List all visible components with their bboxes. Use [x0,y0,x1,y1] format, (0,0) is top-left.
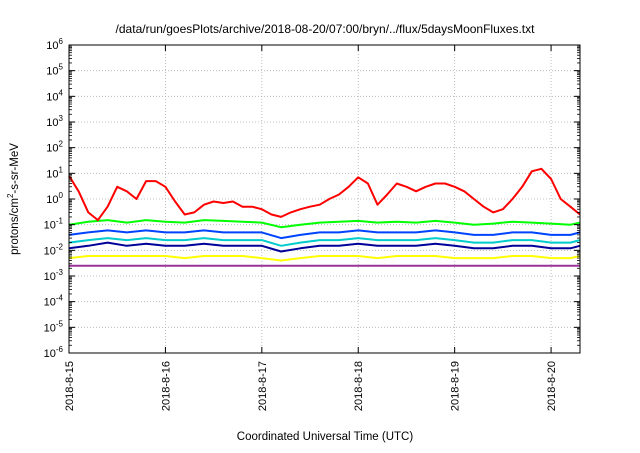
x-tick-label: 2018-8-16 [160,361,172,411]
y-tick-base: 10 [46,194,58,206]
y-tick-exponent: 0 [59,191,64,200]
y-tick-base: 10 [44,297,56,309]
grid [69,45,580,353]
y-tick-label: 102 [46,140,63,155]
y-tick-base: 10 [46,91,58,103]
y-axis-label-suffix: -s-sr-MeV [9,143,21,194]
series-line [68,167,581,222]
y-tick-exponent: 4 [59,88,64,97]
y-axis-label: protons/cm2-s-sr-MeV [6,143,21,255]
y-tick-label: 105 [46,63,63,78]
x-axis: 2018-8-15 2018-8-16 2018-8-17 2018-8-18 2018… [64,45,558,411]
y-tick-exponent: 6 [59,37,64,46]
x-tick-label: 2018-8-15 [64,361,76,411]
y-tick-base: 10 [46,40,58,52]
y-tick-label: 100 [46,191,63,206]
y-tick-label: 106 [46,37,63,52]
y-axis-label-sup: 2 [6,193,15,198]
y-tick-exponent: 2 [59,140,64,149]
y-tick-label: 10-5 [44,319,64,334]
y-tick-base: 10 [44,271,56,283]
x-tick-label: 2018-8-17 [257,361,269,411]
y-tick-base: 10 [44,245,56,257]
y-tick-exponent: -2 [56,242,64,251]
y-tick-exponent: -1 [56,217,64,226]
y-tick-label: 10-6 [44,345,64,360]
x-axis-label: Coordinated Universal Time (UTC) [237,431,414,443]
y-tick-base: 10 [46,168,58,180]
y-tick-base: 10 [46,143,58,155]
y-axis-label-prefix: protons/cm [9,198,21,255]
chart-title: /data/run/goesPlots/archive/2018-08-20/0… [116,22,536,36]
y-tick-label: 10-2 [44,242,64,257]
series-line [68,237,581,247]
series-line [68,241,581,253]
y-tick-label: 103 [46,114,63,129]
y-tick-base: 10 [44,348,56,360]
y-tick-exponent: 5 [59,63,64,72]
y-tick-exponent: -5 [56,319,64,328]
y-tick-label: 10-3 [44,268,64,283]
y-tick-exponent: -3 [56,268,64,277]
plot-area [68,167,581,267]
y-tick-base: 10 [46,66,58,78]
y-tick-exponent: 3 [59,114,64,123]
y-tick-label: 104 [46,88,63,103]
y-tick-exponent: -4 [56,294,64,303]
series-line [68,229,581,240]
y-tick-base: 10 [46,117,58,129]
series-line [68,255,581,262]
y-tick-label: 101 [46,165,63,180]
series-line [68,219,581,229]
y-axis: 10610510410310210110010-110-210-310-410-… [44,37,580,360]
y-tick-label: 10-4 [44,294,64,309]
y-tick-exponent: -6 [56,345,64,354]
y-tick-exponent: 1 [59,165,64,174]
y-tick-base: 10 [44,220,56,232]
x-tick-label: 2018-8-20 [546,361,558,411]
x-tick-label: 2018-8-18 [353,361,365,411]
y-tick-base: 10 [44,322,56,334]
x-tick-label: 2018-8-19 [450,361,462,411]
y-tick-label: 10-1 [44,217,64,232]
